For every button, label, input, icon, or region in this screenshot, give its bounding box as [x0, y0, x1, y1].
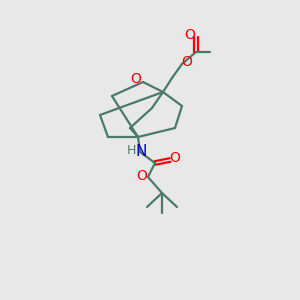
Text: O: O: [182, 55, 192, 69]
Text: O: O: [130, 72, 141, 86]
Text: O: O: [184, 28, 195, 42]
Text: O: O: [136, 169, 147, 183]
Text: O: O: [169, 151, 180, 165]
Text: N: N: [135, 143, 147, 158]
Text: H: H: [126, 145, 136, 158]
